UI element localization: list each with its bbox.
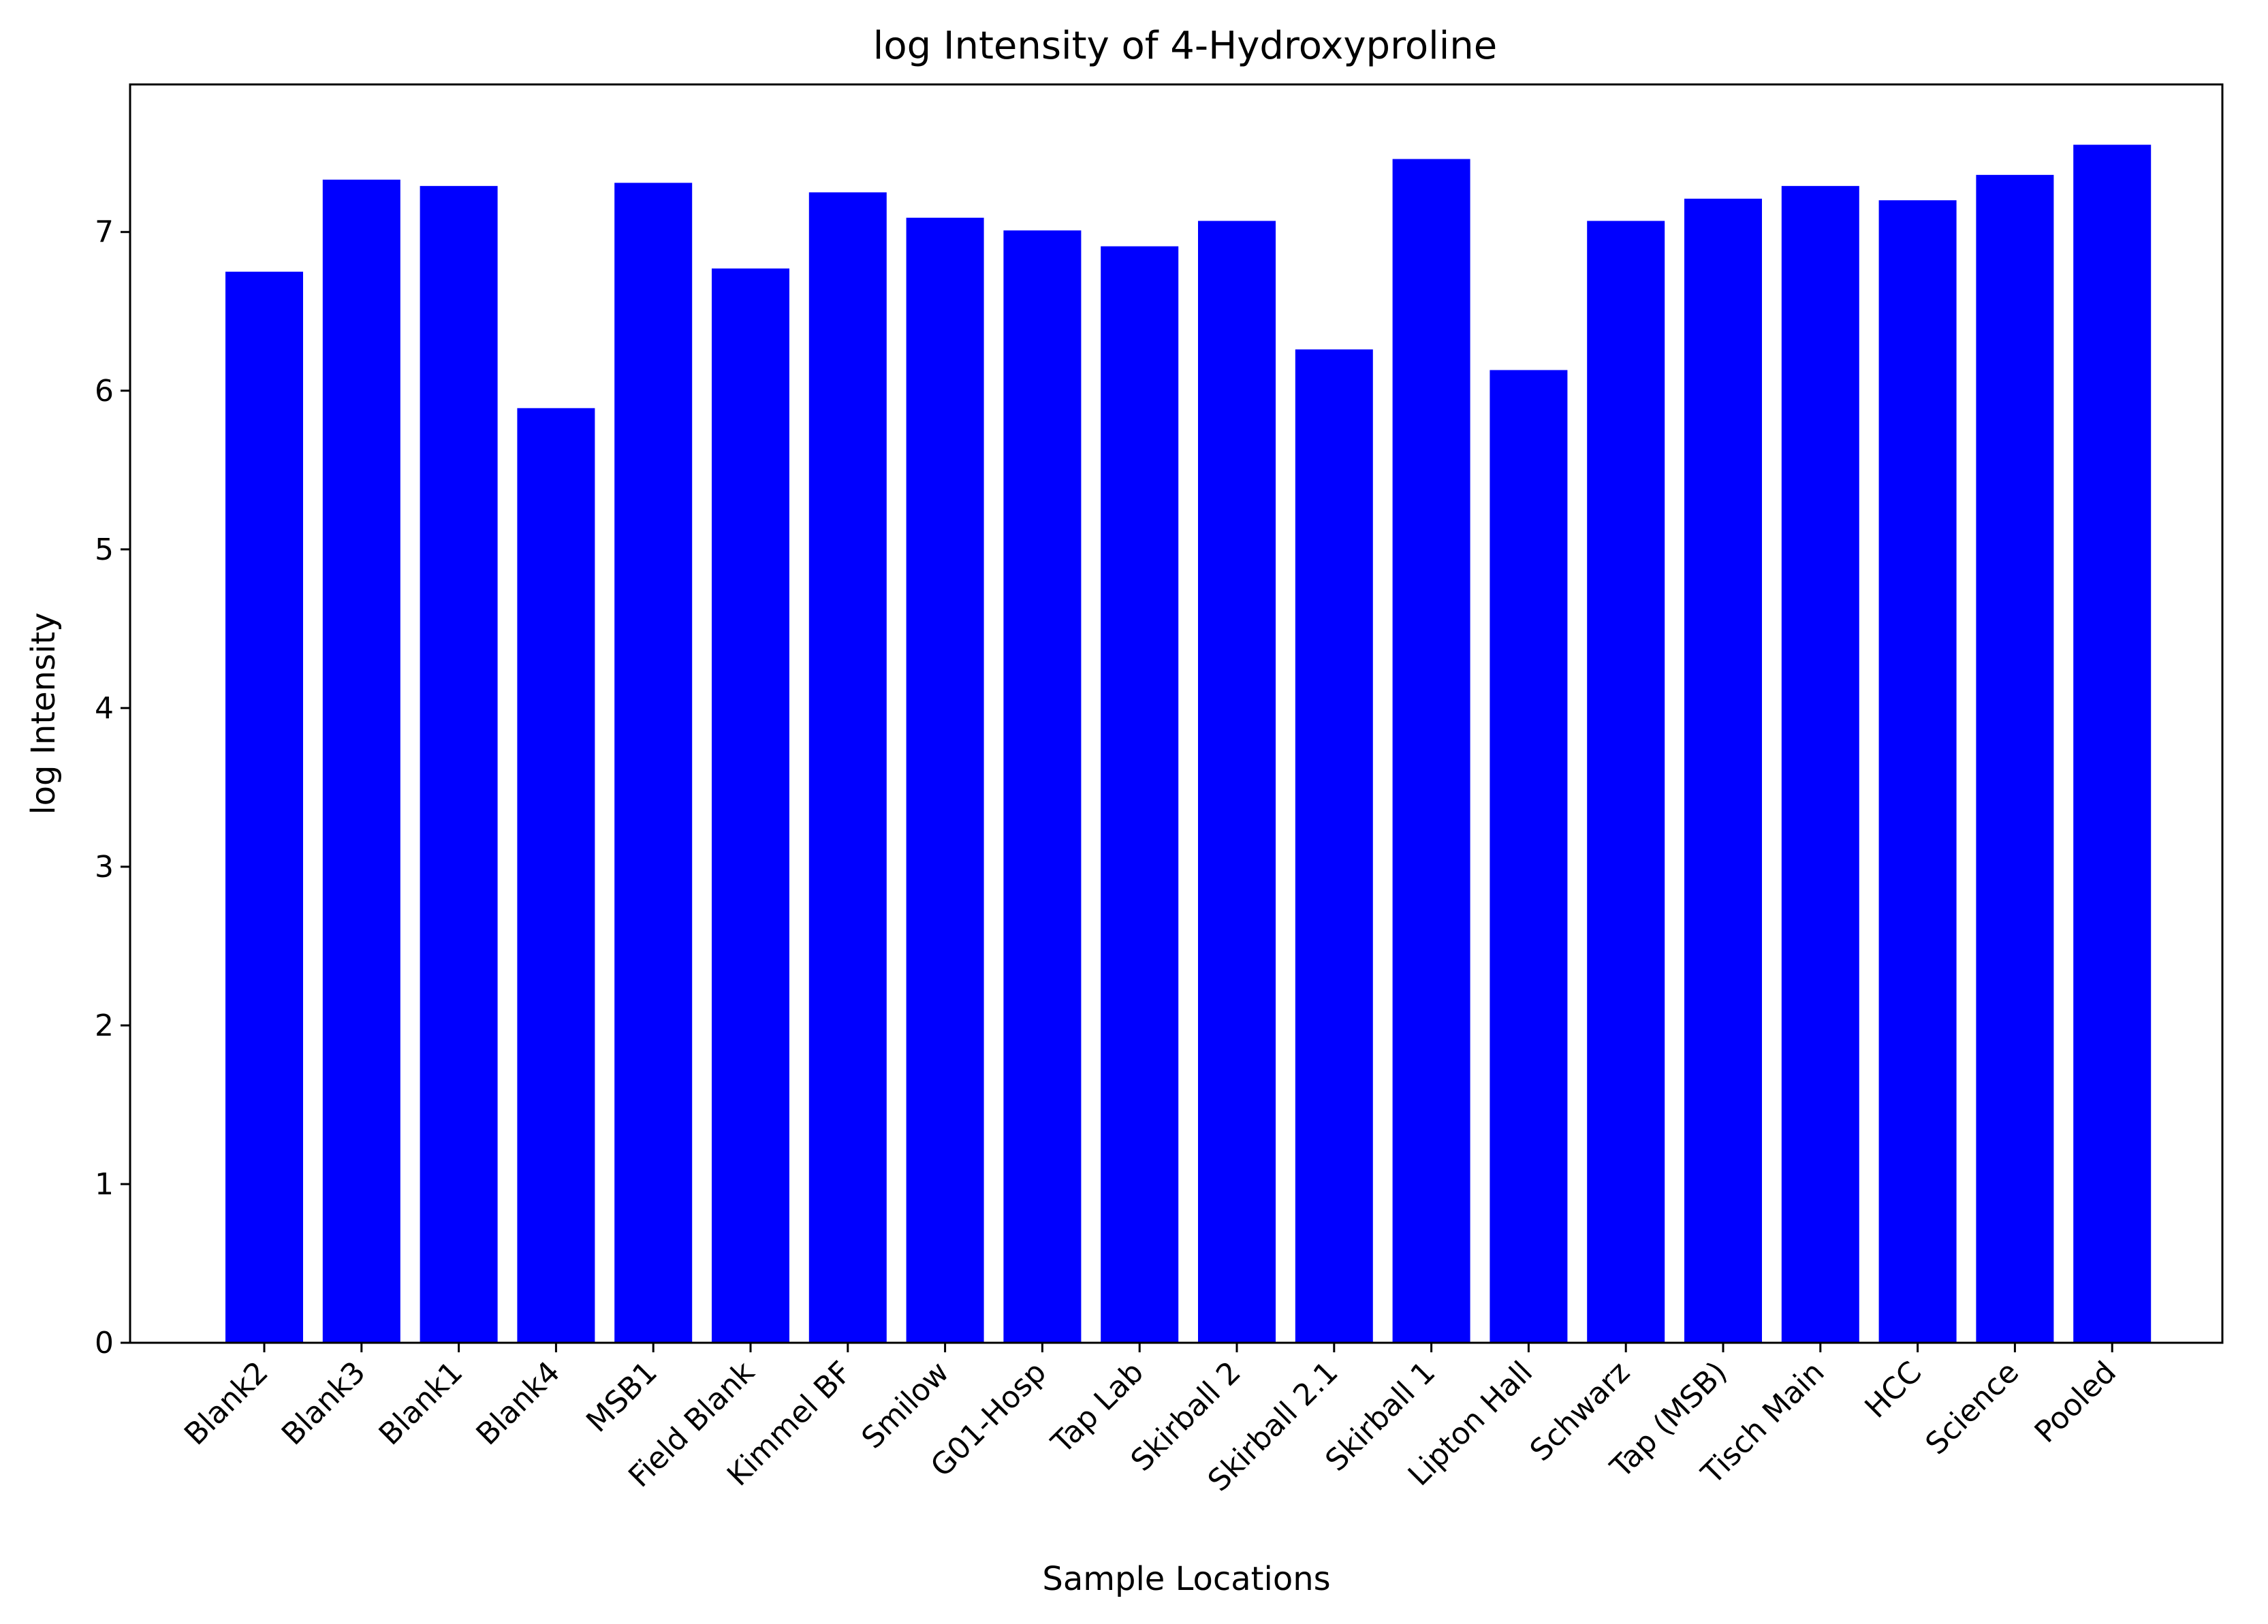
x-tick-label: Blank1 [373, 1355, 470, 1452]
bar-blank4 [517, 408, 595, 1343]
bar-tap-msb [1684, 198, 1762, 1343]
y-tick-label: 4 [95, 691, 114, 726]
bar-schwarz [1587, 221, 1665, 1343]
bar-skirball-2-1 [1295, 349, 1373, 1343]
bar-g01-hosp [1003, 230, 1082, 1343]
x-tick-label: MSB1 [580, 1355, 664, 1439]
y-tick-label: 0 [95, 1326, 114, 1360]
bar-smilow [906, 217, 984, 1343]
y-axis: 0 1 2 3 4 5 6 7 [95, 215, 130, 1360]
bar-field-blank [712, 268, 789, 1343]
x-tick-label: Science [1919, 1355, 2026, 1462]
x-tick-label: Blank2 [178, 1355, 275, 1452]
bar-skirball-1 [1392, 159, 1470, 1343]
bar-blank3 [322, 179, 400, 1343]
bar-kimmel-bf [808, 192, 887, 1343]
bar-science [1976, 174, 2054, 1343]
x-tick-label: Pooled [2028, 1355, 2123, 1450]
chart-title: log Intensity of 4-Hydroxyproline [873, 24, 1497, 68]
bars-layer [225, 144, 2152, 1343]
x-tick-label: HCC [1858, 1355, 1928, 1425]
bar-tap-lab [1101, 246, 1179, 1343]
y-axis-label: log Intensity [25, 612, 63, 814]
x-tick-label: Blank3 [275, 1355, 373, 1452]
plot-frame [129, 83, 2224, 1344]
y-tick-label: 7 [95, 215, 114, 250]
bar-skirball-2 [1198, 221, 1276, 1343]
y-tick-label: 5 [95, 532, 114, 567]
bar-msb1 [614, 182, 693, 1343]
bar-blank1 [420, 186, 498, 1343]
x-axis-label: Sample Locations [1042, 1560, 1330, 1598]
y-tick-label: 3 [95, 850, 114, 885]
y-tick-label: 6 [95, 374, 114, 409]
bar-lipton-hall [1490, 370, 1568, 1343]
bar-blank2 [225, 271, 303, 1343]
x-tick-label: Blank4 [470, 1355, 567, 1452]
bar-tisch-main [1781, 186, 1859, 1343]
bar-pooled [2073, 144, 2152, 1343]
y-tick-label: 2 [95, 1008, 114, 1043]
y-tick-label: 1 [95, 1167, 114, 1202]
bar-hcc [1878, 200, 1957, 1343]
x-tick-label: Smilow [855, 1355, 956, 1456]
